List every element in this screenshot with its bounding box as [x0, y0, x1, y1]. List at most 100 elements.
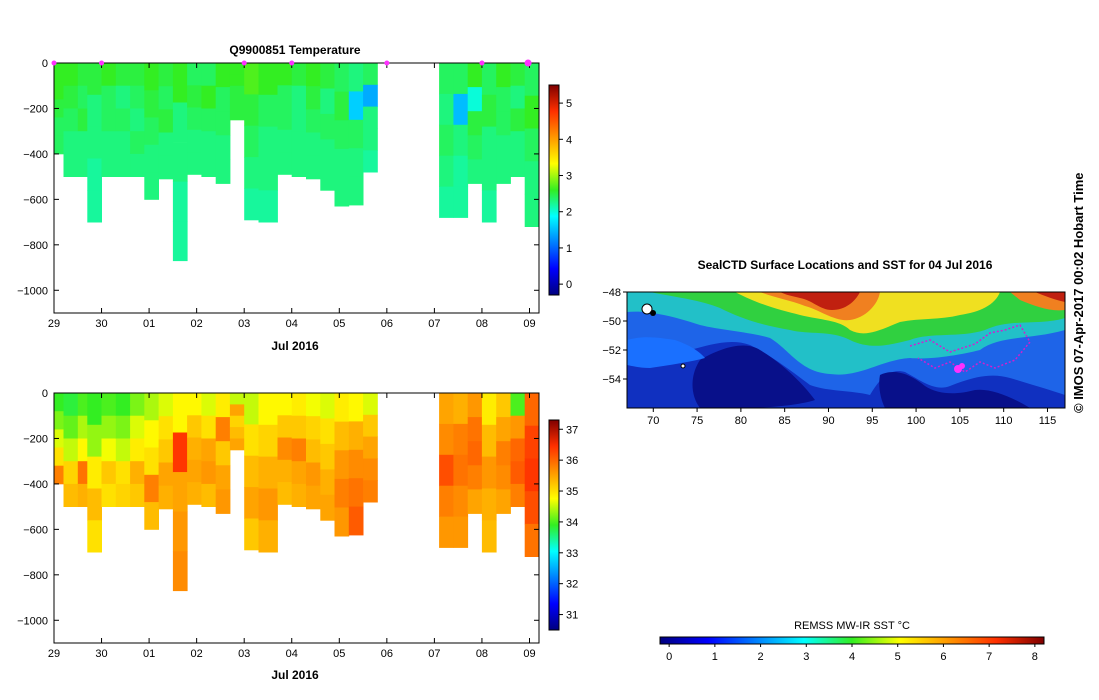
temperature-cell [115, 131, 131, 155]
temperature-y-tick-label: −200 [23, 103, 48, 115]
sst-map-y-tick-label: −54 [602, 374, 621, 386]
temperature-cell [467, 63, 483, 88]
salinity-cell [201, 415, 217, 439]
temperature-cell [201, 131, 217, 155]
temperature-cell [215, 159, 231, 184]
salinity-cell [115, 483, 131, 507]
temperature-cell [524, 161, 540, 195]
temperature-colorbar-tick-label: 3 [566, 171, 572, 183]
salinity-cell [496, 465, 511, 490]
salinity-colorbar-tick-label: 32 [566, 579, 578, 591]
salinity-y-tick-label: −800 [23, 570, 48, 582]
salinity-cell [363, 436, 378, 459]
temperature-cell [201, 85, 217, 109]
temperature-cell [229, 97, 245, 109]
temperature-cell [524, 193, 540, 227]
salinity-cell [453, 485, 469, 517]
temperature-colorbar-tick-label: 2 [566, 207, 572, 219]
temperature-cell [291, 153, 307, 177]
temperature-cell [229, 85, 245, 98]
temperature-cell [363, 84, 378, 107]
temperature-cell [363, 128, 378, 151]
salinity-y-tick-label: −200 [23, 433, 48, 445]
salinity-cell [481, 393, 497, 426]
temperature-cell [54, 117, 64, 137]
salinity-cell [348, 478, 364, 507]
temperature-cell [244, 125, 259, 158]
temperature-cell [453, 155, 469, 187]
temperature-cell [306, 155, 321, 180]
salinity-cell [481, 456, 497, 489]
sst-colorbar-tick-label: 6 [940, 651, 946, 663]
salinity-x-tick-label: 05 [333, 648, 345, 660]
salinity-cell [158, 485, 174, 510]
salinity-x-tick-label: 03 [238, 648, 250, 660]
temperature-cell [101, 153, 117, 177]
temperature-cell [334, 63, 350, 92]
salinity-cell [524, 458, 540, 492]
sst-colorbar-tick-label: 2 [758, 651, 764, 663]
temperature-panel: Q9900851 Temperature 29 30 01 02 03 04 05 06 07 0… [17, 43, 572, 353]
temperature-cell [496, 63, 511, 88]
salinity-x-tick-label: 30 [95, 648, 107, 660]
temperature-cell [229, 63, 245, 75]
salinity-cell [439, 393, 454, 425]
salinity-cell [320, 494, 335, 521]
salinity-cell [524, 491, 540, 525]
temperature-cell [334, 91, 350, 121]
salinity-cell [467, 465, 483, 490]
sst-colorbar-tick-label: 0 [666, 651, 672, 663]
salinity-cell [144, 502, 159, 530]
salinity-cell [54, 411, 64, 430]
salinity-x-tick-label: 02 [191, 648, 203, 660]
sst-map-x-tick-label: 90 [822, 415, 834, 427]
salinity-cell [101, 438, 117, 462]
temperature-x-tick-label: 08 [476, 318, 488, 330]
salinity-cell [187, 459, 202, 483]
temperature-cell [144, 144, 159, 173]
salinity-cell [63, 415, 79, 439]
temperature-cell [334, 148, 350, 178]
salinity-cell [115, 438, 131, 462]
salinity-cell [291, 461, 307, 485]
salinity-cell [229, 438, 245, 451]
salinity-cell [306, 416, 321, 440]
temperature-cell [277, 63, 293, 86]
salinity-cell [277, 482, 293, 505]
salinity-cell [54, 393, 64, 412]
temperature-cell [215, 111, 231, 136]
temperature-cell [496, 135, 511, 160]
temperature-cell [244, 63, 259, 95]
temperature-cell [63, 63, 79, 87]
temperature-axes: 29 30 01 02 03 04 05 06 07 08 09 0 −200 −400 −600 −800 −… [17, 58, 540, 330]
temperature-cell [63, 85, 79, 109]
temperature-cell [54, 81, 64, 100]
salinity-cell [348, 449, 364, 479]
salinity-cell [172, 551, 188, 592]
salinity-cell [201, 483, 217, 507]
temperature-plot-frame [53, 62, 540, 314]
salinity-cell [101, 483, 117, 507]
salinity-cell [215, 465, 231, 490]
temperature-cell [77, 108, 88, 132]
salinity-cell [215, 441, 231, 466]
temperature-y-tick-label: −800 [23, 240, 48, 252]
salinity-cell [510, 461, 526, 485]
temperature-cell [63, 131, 79, 155]
salinity-cell [467, 441, 483, 466]
temperature-y-tick-label: −1000 [17, 285, 48, 297]
salinity-cell [229, 415, 245, 428]
salinity-colorbar-tick-label: 31 [566, 610, 578, 622]
temperature-cell [320, 164, 335, 191]
salinity-x-tick-label: 06 [381, 648, 393, 660]
salinity-colorbar-tick-label: 34 [566, 517, 578, 529]
temperature-cell [510, 153, 526, 177]
salinity-cell [87, 393, 102, 426]
sst-colorbar-ramp [659, 636, 1045, 645]
salinity-cell [101, 393, 117, 417]
sst-map-y-tick-label: −52 [602, 345, 621, 357]
sst-map-y-tick-label: −48 [602, 287, 621, 299]
sst-map-field [627, 292, 1065, 408]
temperature-cell [510, 131, 526, 155]
salinity-cell [130, 438, 145, 462]
